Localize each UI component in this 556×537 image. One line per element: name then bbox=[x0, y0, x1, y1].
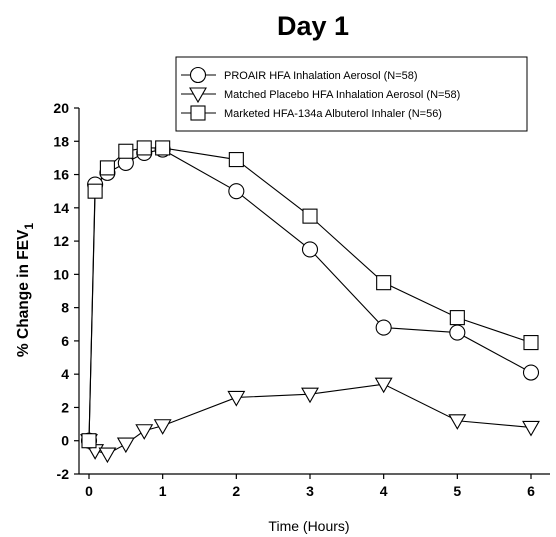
data-point-circle bbox=[301, 241, 319, 258]
y-tick-label: 4 bbox=[61, 366, 69, 382]
data-point-square bbox=[99, 160, 115, 176]
data-point-square bbox=[523, 335, 539, 351]
x-axis-label: Time (Hours) bbox=[268, 518, 349, 534]
y-tick-label: -2 bbox=[57, 466, 70, 482]
data-point-triangle-down bbox=[153, 419, 172, 435]
legend-label: Marketed HFA-134a Albuterol Inhaler (N=5… bbox=[224, 108, 442, 120]
legend-marker-square bbox=[190, 105, 206, 121]
data-point-square bbox=[81, 433, 97, 449]
y-tick-label: 20 bbox=[53, 100, 69, 116]
y-tick-label: 14 bbox=[53, 200, 69, 216]
x-tick-label: 4 bbox=[380, 483, 388, 499]
y-tick-label: 0 bbox=[61, 433, 69, 449]
y-axis-label-subscript: 1 bbox=[22, 223, 36, 230]
y-tick-label: 2 bbox=[61, 399, 69, 415]
data-point-triangle-down bbox=[522, 420, 540, 437]
legend-marker-circle bbox=[189, 66, 207, 84]
chart-title: Day 1 bbox=[277, 11, 349, 41]
x-tick-label: 3 bbox=[306, 483, 314, 499]
data-point-triangle-down bbox=[448, 414, 467, 430]
axes bbox=[78, 108, 550, 475]
y-tick-label: 8 bbox=[61, 300, 69, 316]
y-tick-label: 12 bbox=[53, 233, 69, 249]
data-point-square bbox=[155, 140, 171, 156]
x-ticks: 0 1 2 3 4 5 6 bbox=[85, 474, 535, 499]
data-point-triangle-down bbox=[227, 390, 246, 407]
y-ticks: -2 0 2 4 6 8 10 12 14 16 18 20 bbox=[53, 100, 79, 482]
series-lines bbox=[88, 147, 532, 455]
data-point-circle bbox=[449, 324, 466, 341]
series-markers bbox=[80, 140, 540, 464]
legend-box bbox=[175, 56, 528, 132]
legend-marker-triangle-down bbox=[189, 87, 207, 104]
data-point-triangle-down bbox=[116, 437, 135, 454]
legend-label: Matched Placebo HFA Inhalation Aerosol (… bbox=[224, 89, 460, 101]
x-tick-label: 2 bbox=[232, 483, 240, 499]
y-tick-label: 18 bbox=[53, 133, 69, 149]
data-point-triangle-down bbox=[135, 424, 154, 440]
data-point-circle bbox=[228, 183, 245, 200]
y-axis-label-main: % Change in FEV bbox=[15, 229, 32, 357]
data-point-square bbox=[87, 183, 103, 199]
data-point-triangle-down bbox=[98, 447, 117, 464]
data-point-triangle-down bbox=[374, 377, 393, 394]
y-tick-label: 16 bbox=[53, 167, 69, 183]
data-point-circle bbox=[375, 319, 392, 336]
y-axis-label: % Change in FEV1 bbox=[15, 223, 36, 357]
data-point-square bbox=[376, 275, 392, 291]
legend-label: PROAIR HFA Inhalation Aerosol (N=58) bbox=[224, 70, 418, 82]
data-point-square bbox=[302, 208, 318, 224]
x-tick-label: 6 bbox=[527, 483, 535, 499]
y-tick-label: 10 bbox=[53, 266, 69, 282]
x-tick-label: 0 bbox=[85, 483, 93, 499]
data-point-triangle-down bbox=[301, 387, 319, 404]
data-point-square bbox=[228, 152, 244, 168]
data-point-square bbox=[118, 143, 134, 159]
data-point-square bbox=[449, 310, 465, 326]
data-point-circle bbox=[522, 364, 540, 381]
x-tick-label: 5 bbox=[453, 483, 461, 499]
legend: PROAIR HFA Inhalation Aerosol (N=58) Matc… bbox=[175, 56, 528, 132]
data-point-square bbox=[136, 140, 152, 156]
y-tick-label: 6 bbox=[61, 333, 69, 349]
x-tick-label: 1 bbox=[159, 483, 167, 499]
